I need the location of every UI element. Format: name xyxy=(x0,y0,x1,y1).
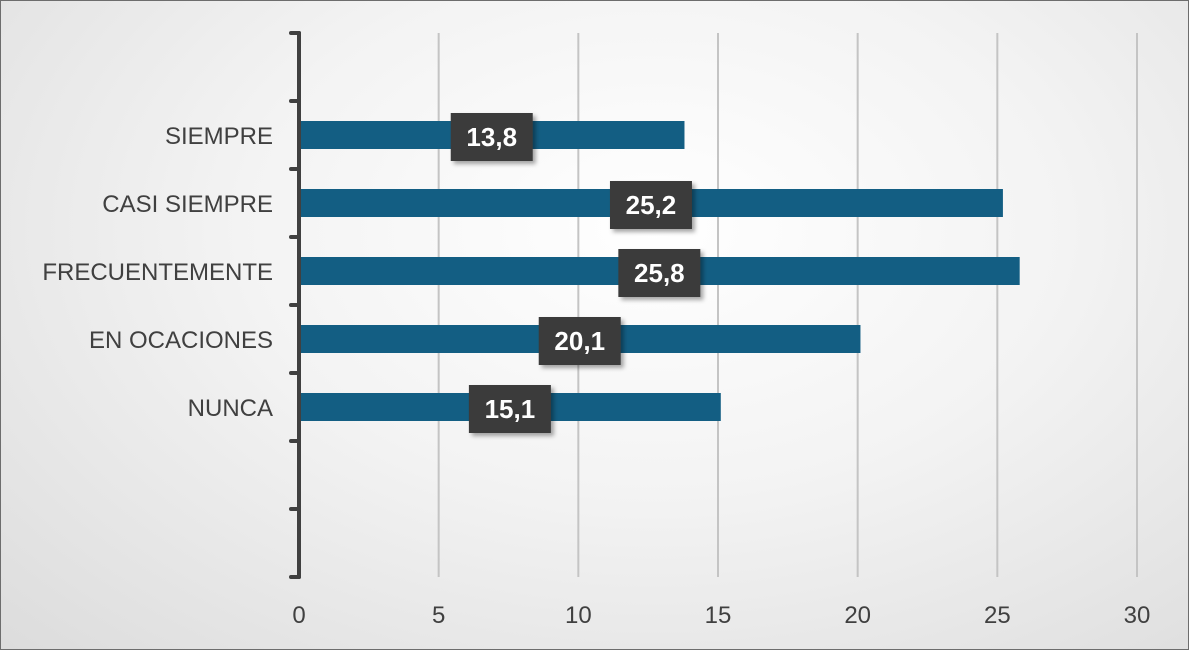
data-label: 20,1 xyxy=(554,326,605,356)
category-label: EN OCACIONES xyxy=(89,327,273,354)
x-tick-label: 15 xyxy=(705,602,732,629)
data-label-box xyxy=(450,113,533,161)
data-label-box xyxy=(468,385,551,433)
data-label: 25,2 xyxy=(626,190,677,220)
x-tick-label: 10 xyxy=(565,602,592,629)
data-label-box xyxy=(609,181,692,229)
x-tick-label: 25 xyxy=(984,602,1011,629)
data-label: 15,1 xyxy=(485,394,536,424)
category-label: SIEMPRE xyxy=(165,123,273,150)
data-label-box xyxy=(618,249,701,297)
category-label: CASI SIEMPRE xyxy=(102,191,273,218)
data-label: 13,8 xyxy=(466,122,517,152)
data-label: 25,8 xyxy=(634,258,685,288)
category-label: NUNCA xyxy=(188,395,273,422)
category-label: FRECUENTEMENTE xyxy=(42,259,273,286)
x-tick-label: 30 xyxy=(1124,602,1151,629)
data-label-box xyxy=(538,317,621,365)
x-tick-label: 5 xyxy=(432,602,445,629)
x-tick-label: 20 xyxy=(844,602,871,629)
x-tick-label: 0 xyxy=(292,602,305,629)
